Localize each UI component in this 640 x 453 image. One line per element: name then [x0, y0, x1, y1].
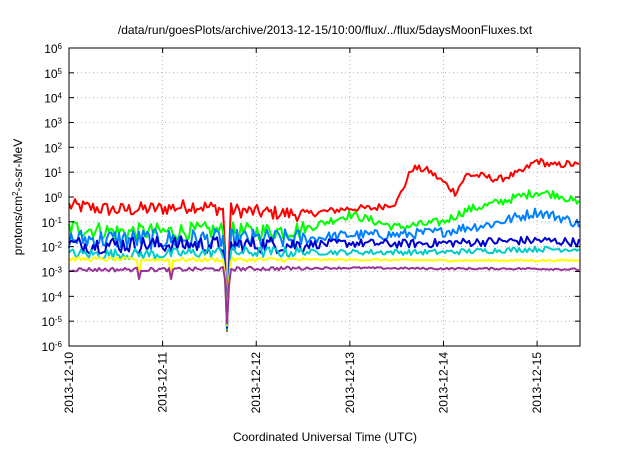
- series-lines: [68, 157, 580, 332]
- flux-series-line: [68, 235, 580, 329]
- y-tick-label: 103: [44, 116, 62, 131]
- x-tick-label: 2013-12-13: [343, 352, 357, 414]
- y-tick-label: 102: [44, 141, 62, 156]
- y-tick-label: 10-3: [42, 265, 63, 280]
- flux-series-line: [68, 245, 580, 328]
- y-tick-label: 10-5: [42, 315, 63, 330]
- y-tick-label: 106: [44, 42, 62, 57]
- y-axis-label: protons/cm2-s-sr-MeV: [11, 139, 26, 255]
- x-tick-label: 2013-12-15: [530, 352, 544, 414]
- x-axis-label: Coordinated Universal Time (UTC): [233, 430, 417, 444]
- grid-lines: [69, 48, 580, 346]
- y-tick-label: 10-4: [42, 290, 63, 305]
- axis-ticks: 10-6 10-5 10-4 10-3 10-2 10-1 100 101 102 103 104 1…: [42, 42, 580, 414]
- y-tick-label: 10-6: [42, 340, 63, 355]
- y-tick-label: 105: [44, 66, 62, 81]
- x-tick-label: 2013-12-10: [62, 352, 76, 414]
- flux-series-line: [68, 265, 580, 325]
- flux-series-line: [68, 256, 580, 326]
- y-tick-label: 101: [44, 166, 62, 181]
- chart-title: /data/run/goesPlots/archive/2013-12-15/1…: [118, 23, 533, 37]
- x-tick-label: 2013-12-12: [249, 352, 263, 414]
- flux-series-line: [68, 207, 580, 330]
- flux-series-line: [68, 157, 580, 332]
- flux-series-line: [68, 189, 580, 331]
- y-tick-label: 10-2: [42, 240, 63, 255]
- x-tick-label: 2013-12-14: [436, 352, 450, 414]
- x-tick-label: 2013-12-11: [156, 352, 170, 413]
- y-tick-label: 104: [44, 91, 62, 106]
- y-tick-label: 10-1: [42, 215, 63, 230]
- y-tick-label: 100: [44, 191, 62, 206]
